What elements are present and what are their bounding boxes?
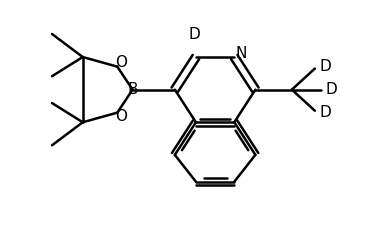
Text: B: B [127,82,138,97]
Text: N: N [236,46,247,62]
Text: D: D [320,59,331,74]
Text: O: O [115,109,127,124]
Text: D: D [188,27,200,42]
Text: O: O [115,55,127,70]
Text: D: D [320,105,331,120]
Text: D: D [326,82,337,97]
